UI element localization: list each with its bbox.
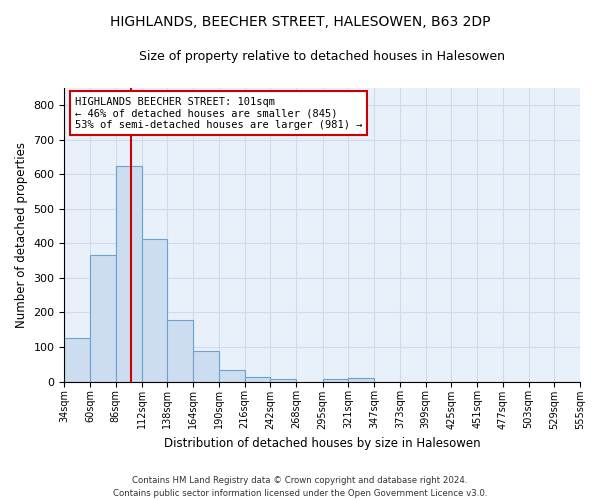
Bar: [245, 378, 270, 382]
Bar: [219, 370, 245, 382]
Bar: [193, 351, 219, 382]
Title: Size of property relative to detached houses in Halesowen: Size of property relative to detached ho…: [139, 50, 505, 63]
Y-axis label: Number of detached properties: Number of detached properties: [15, 142, 28, 328]
Bar: [270, 379, 296, 382]
Bar: [142, 239, 167, 382]
Bar: [167, 320, 193, 382]
Bar: [64, 338, 90, 382]
X-axis label: Distribution of detached houses by size in Halesowen: Distribution of detached houses by size …: [164, 437, 481, 450]
Text: HIGHLANDS BEECHER STREET: 101sqm
← 46% of detached houses are smaller (845)
53% : HIGHLANDS BEECHER STREET: 101sqm ← 46% o…: [75, 96, 362, 130]
Text: HIGHLANDS, BEECHER STREET, HALESOWEN, B63 2DP: HIGHLANDS, BEECHER STREET, HALESOWEN, B6…: [110, 15, 490, 29]
Bar: [116, 166, 142, 382]
Bar: [349, 378, 374, 382]
Text: Contains HM Land Registry data © Crown copyright and database right 2024.
Contai: Contains HM Land Registry data © Crown c…: [113, 476, 487, 498]
Bar: [90, 256, 116, 382]
Bar: [323, 379, 349, 382]
